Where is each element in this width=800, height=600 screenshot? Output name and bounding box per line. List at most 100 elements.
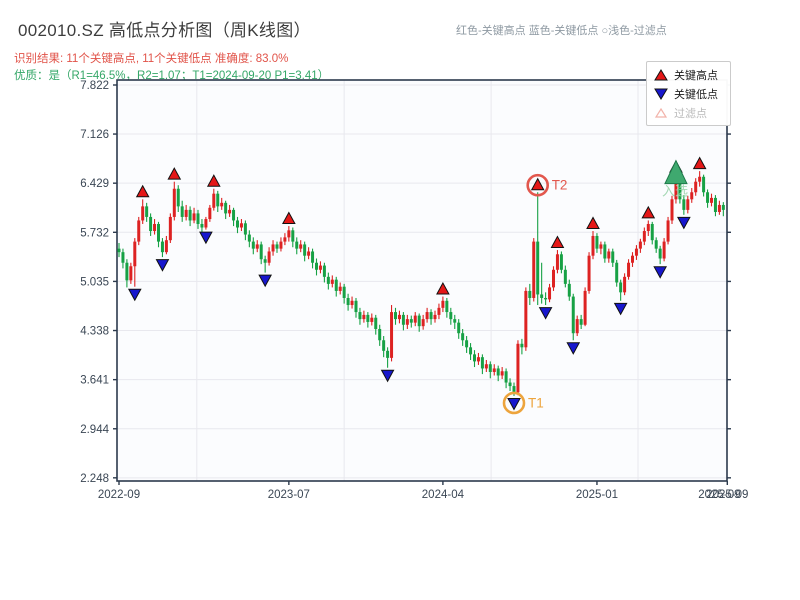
plot-area [117,80,727,481]
candle [520,338,524,355]
candle [540,262,544,304]
candle [153,219,157,235]
candle [287,226,291,242]
candle [706,189,710,208]
candle [232,207,236,227]
candle [650,221,654,245]
candle [263,255,267,273]
key-high-marker [282,211,296,225]
candle [208,204,212,222]
candle [508,378,512,392]
candle [295,237,299,255]
candle [619,279,623,301]
candle [449,307,453,325]
candle [354,297,358,318]
key-high-marker [135,184,150,198]
candle [670,195,674,224]
key-high-marker [167,167,182,180]
key-low-marker [613,302,628,316]
t1-annotation: T1 [502,391,544,415]
candle [311,248,315,269]
candle [555,250,559,274]
legend-item-key-high: 关键高点 [654,65,718,84]
candle [642,227,646,246]
key-low-marker [258,274,272,288]
candle [394,307,397,325]
candle [603,241,607,263]
candle [216,190,220,212]
chart-legend: 关键高点 关键低点 过滤点 [646,61,731,126]
color-key-line: 红色-关键高点 蓝色-关键低点 ○浅色-过滤点 [456,22,667,38]
candle [579,314,583,329]
key-low-marker [127,288,142,302]
candle [279,237,283,252]
candle [441,296,445,313]
key-high-marker [692,156,707,170]
y-tick-label: 7.822 [80,80,109,92]
candle [476,352,480,365]
candle [283,233,287,246]
candle [528,283,532,306]
candle [200,219,204,234]
x-tick-label: 2025-09 [706,489,748,501]
candle [358,307,362,325]
x-tick-label: 2022-09 [98,489,140,501]
candle [492,364,496,376]
legend-label-key-low: 关键低点 [674,88,718,101]
candle [243,220,247,241]
candle [196,209,200,229]
candle [536,192,540,306]
key-low-marker [507,397,521,411]
candle [382,336,386,358]
low-markers-layer [127,216,691,411]
y-tick-label: 5.732 [80,227,109,239]
candle [204,216,208,230]
key-low-marker [653,266,667,279]
candle [721,202,725,217]
quality-result-text: 优质：是（R1=46.5%，R2=1.07；T1=2024-09-20 P1=3… [14,70,330,82]
candle [334,276,338,297]
key-high-marker [436,281,450,295]
page-title: 002010.SZ 高低点分析图（周K线图） [18,21,311,40]
candle [157,221,160,248]
candle [342,283,346,304]
x-tick-label-overlap: 2025-09 [698,489,740,501]
candle [390,305,394,362]
candle [267,247,271,266]
candle [615,259,619,287]
candle [717,200,721,215]
candle [303,241,307,262]
candle [386,347,390,368]
annotations-layer: 入选 T2 T1 [502,159,688,415]
candle [247,230,251,248]
candle [623,273,627,296]
candle [682,195,686,215]
color-key-high: 红色-关键高点 [456,25,526,37]
candle [129,262,133,284]
candle [212,188,216,211]
candle [176,185,180,212]
candle [168,213,172,244]
candle [417,313,421,332]
candle [192,207,196,224]
candle [638,238,642,253]
candle [583,287,587,327]
key-high-marker [641,205,656,219]
candle [500,367,504,380]
key-high-marker [530,177,545,191]
candle [172,181,176,221]
candle [275,241,279,253]
candle [563,265,567,288]
candle [338,282,342,295]
candle [370,313,374,326]
candle [599,241,603,255]
candle [607,248,611,263]
candle [224,200,228,220]
candle [374,314,378,335]
candle [694,178,698,196]
axes-layer: 7.822 7.126 6.429 5.732 5.035 4.338 3.641 2.944… [80,79,748,501]
candle [567,279,571,301]
color-key-filter: ○浅色-过滤点 [601,25,667,37]
candle [469,343,473,360]
